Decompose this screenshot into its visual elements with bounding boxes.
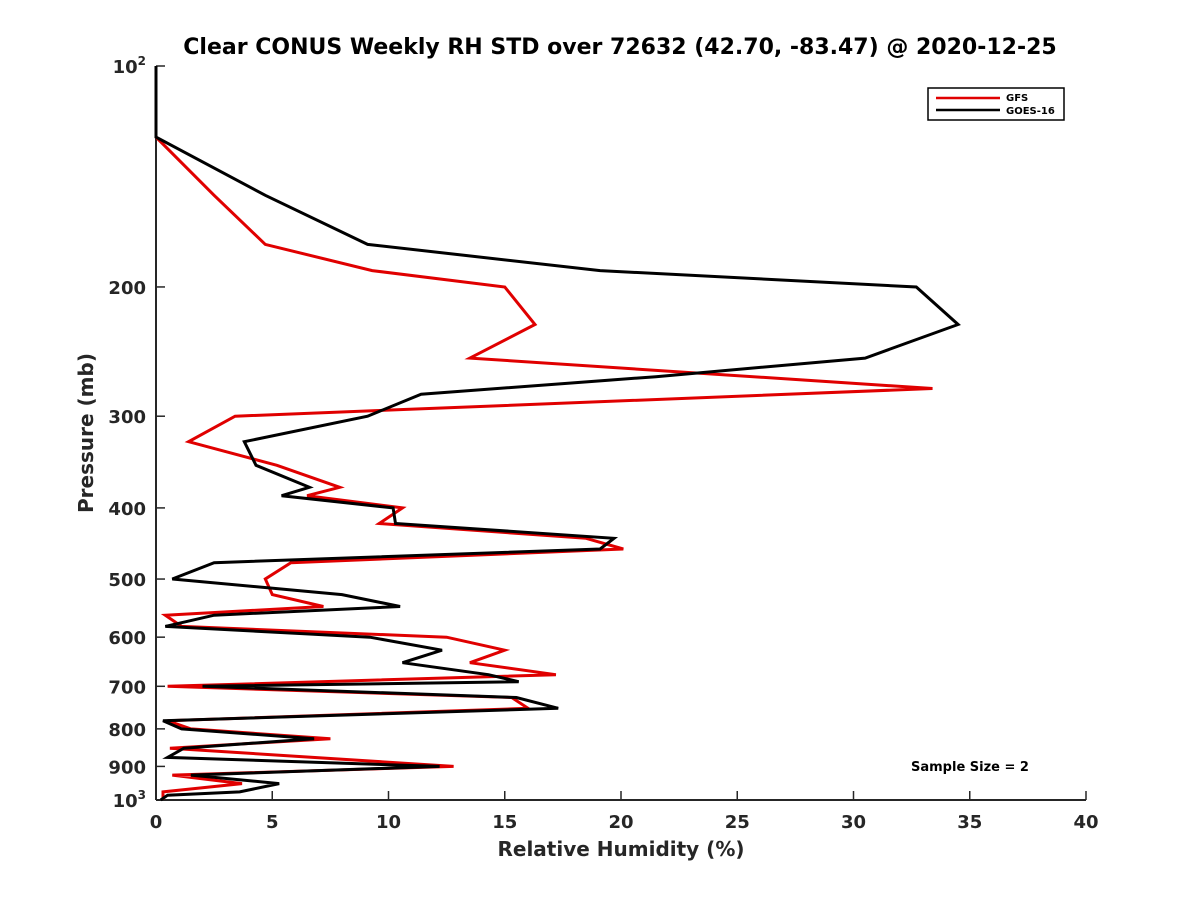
y-tick-label: 400 — [108, 499, 146, 520]
x-tick-label: 5 — [266, 812, 279, 833]
y-tick-label: 800 — [108, 720, 146, 741]
sample-size-annotation: Sample Size = 2 — [911, 760, 1029, 775]
x-tick-label: 30 — [841, 812, 866, 833]
x-axis-label: Relative Humidity (%) — [497, 837, 744, 861]
x-tick-label: 15 — [492, 812, 517, 833]
y-tick-label: 600 — [108, 628, 146, 649]
y-tick-label: 102 — [113, 54, 146, 78]
y-tick-label: 300 — [108, 407, 146, 428]
legend-box — [927, 87, 1065, 121]
x-tick-label: 35 — [957, 812, 982, 833]
y-tick-label: 500 — [108, 570, 146, 591]
x-tick-label: 10 — [376, 812, 401, 833]
legend-label-goes16: GOES-16 — [1006, 106, 1055, 117]
x-tick-label: 25 — [725, 812, 750, 833]
legend-label-gfs: GFS — [1006, 93, 1028, 104]
x-tick-label: 0 — [150, 812, 163, 833]
y-ticks: 102 200 300 400 500 600 700 800 900 103 — [108, 54, 165, 812]
y-tick-label: 700 — [108, 677, 146, 698]
y-tick-label: 103 — [113, 788, 146, 812]
chart-title: Clear CONUS Weekly RH STD over 72632 (42… — [183, 35, 1056, 60]
y-axis-label: Pressure (mb) — [74, 353, 98, 513]
x-tick-label: 40 — [1073, 812, 1098, 833]
x-tick-label: 20 — [608, 812, 633, 833]
series-line-goes16 — [154, 66, 961, 802]
x-ticks: 0 5 10 15 20 25 30 35 40 — [150, 791, 1099, 833]
legend: GFS GOES-16 — [927, 87, 1065, 121]
y-tick-label: 200 — [108, 278, 146, 299]
y-tick-label: 900 — [108, 757, 146, 778]
series-layer — [154, 66, 961, 802]
